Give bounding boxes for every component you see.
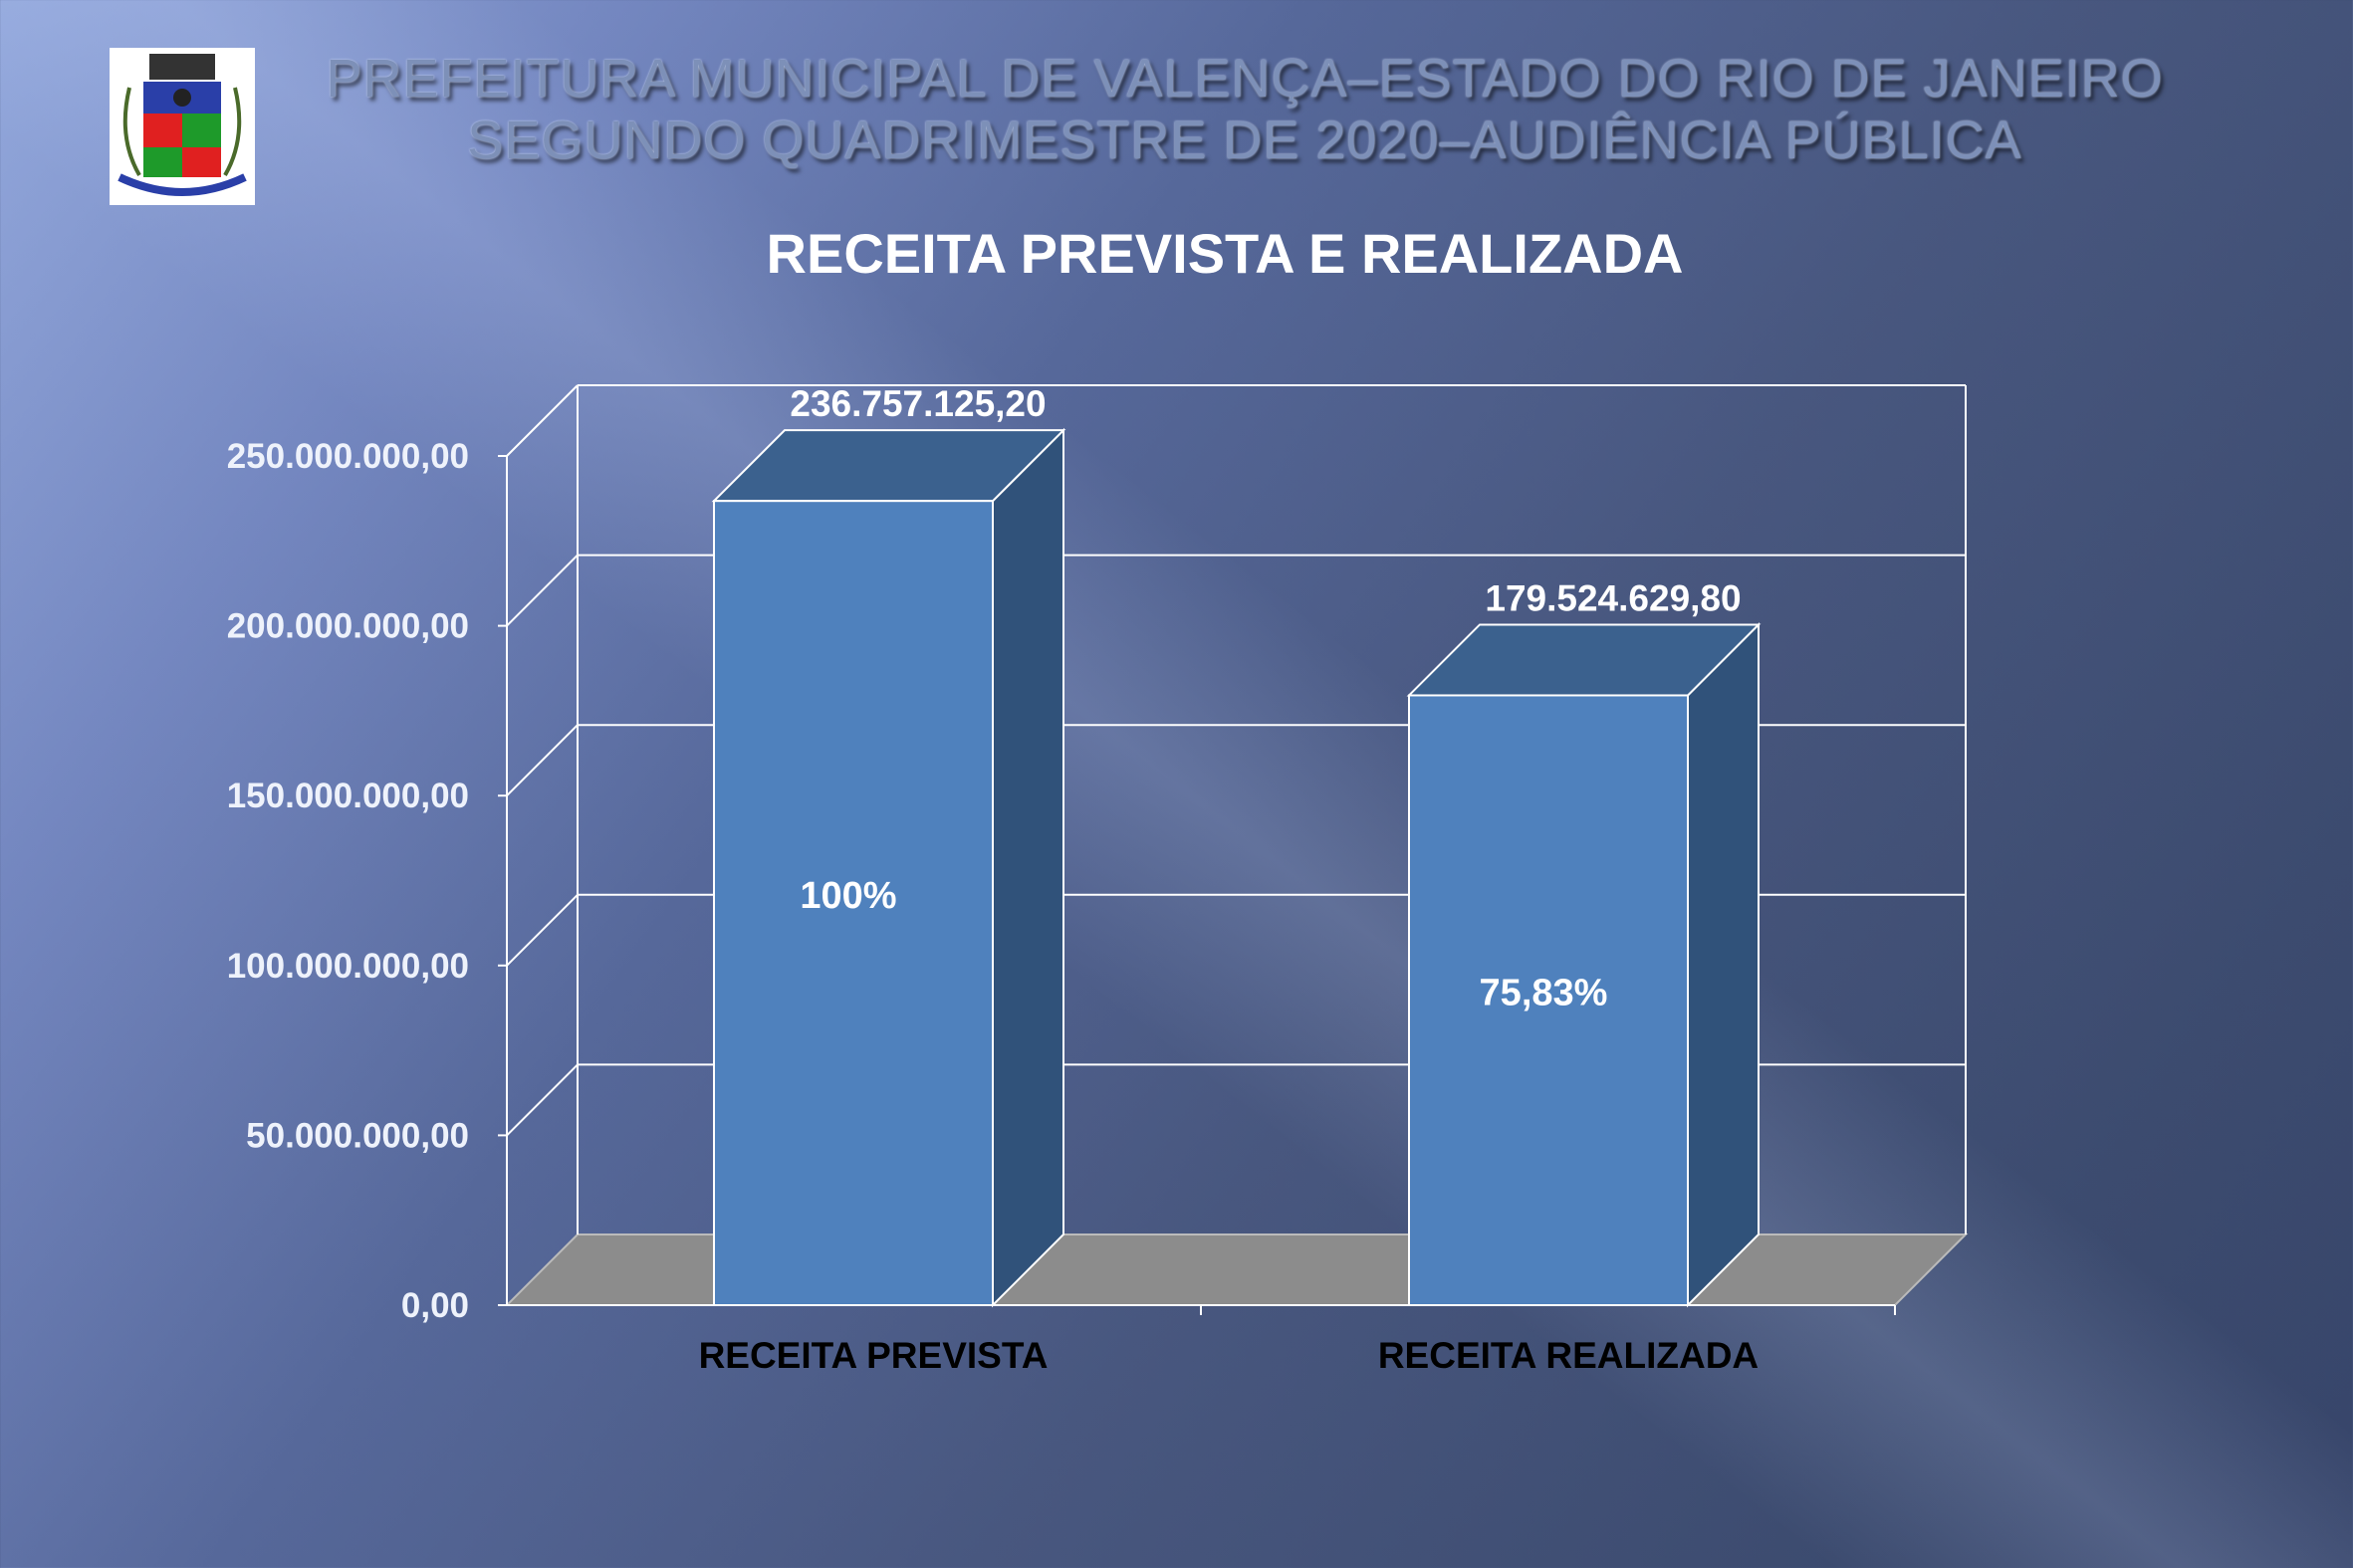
bar-side-face — [1687, 622, 1760, 1308]
y-tick-label: 100.000.000,00 — [227, 947, 469, 986]
x-category-label: RECEITA PREVISTA — [699, 1335, 1049, 1376]
bar-front-face — [1408, 694, 1689, 1306]
y-tick-label: 200.000.000,00 — [227, 607, 469, 646]
header-line-1: PREFEITURA MUNICIPAL DE VALENÇA–ESTADO D… — [326, 49, 2164, 109]
gridline-side — [506, 1063, 579, 1137]
bar-2 — [1406, 622, 1762, 1308]
city-coat-of-arms-logo — [110, 48, 255, 205]
bar-1 — [711, 427, 1066, 1308]
x-category-label: RECEITA REALIZADA — [1378, 1335, 1759, 1376]
bar-side-face — [992, 427, 1064, 1308]
bar-value-label: 236.757.125,20 — [790, 383, 1046, 424]
y-tick-label: 250.000.000,00 — [227, 437, 469, 476]
bar-front-face — [713, 500, 994, 1306]
gridline-side — [506, 724, 579, 796]
y-tick-label: 50.000.000,00 — [246, 1116, 469, 1155]
bar-percent-label: 100% — [800, 875, 896, 917]
header-line-2: SEGUNDO QUADRIMESTRE DE 2020–AUDIÊNCIA P… — [467, 111, 2022, 170]
gridline-side — [506, 554, 579, 627]
gridline-side — [506, 384, 579, 457]
y-tick-label: 0,00 — [401, 1286, 469, 1325]
chart-title: RECEITA PREVISTA E REALIZADA — [766, 222, 1684, 285]
gridline-side — [506, 894, 579, 967]
bar-percent-label: 75,83% — [1480, 973, 1608, 1014]
y-tick-label: 150.000.000,00 — [227, 777, 469, 815]
bar-value-label: 179.524.629,80 — [1485, 577, 1741, 618]
